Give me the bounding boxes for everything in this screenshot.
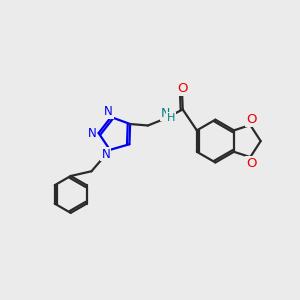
Text: O: O: [247, 112, 257, 126]
Text: N: N: [88, 127, 96, 140]
Text: O: O: [177, 82, 188, 94]
Text: N: N: [101, 148, 110, 160]
Text: H: H: [167, 113, 175, 123]
Text: O: O: [247, 157, 257, 169]
Text: N: N: [161, 107, 170, 120]
Text: N: N: [104, 105, 113, 118]
